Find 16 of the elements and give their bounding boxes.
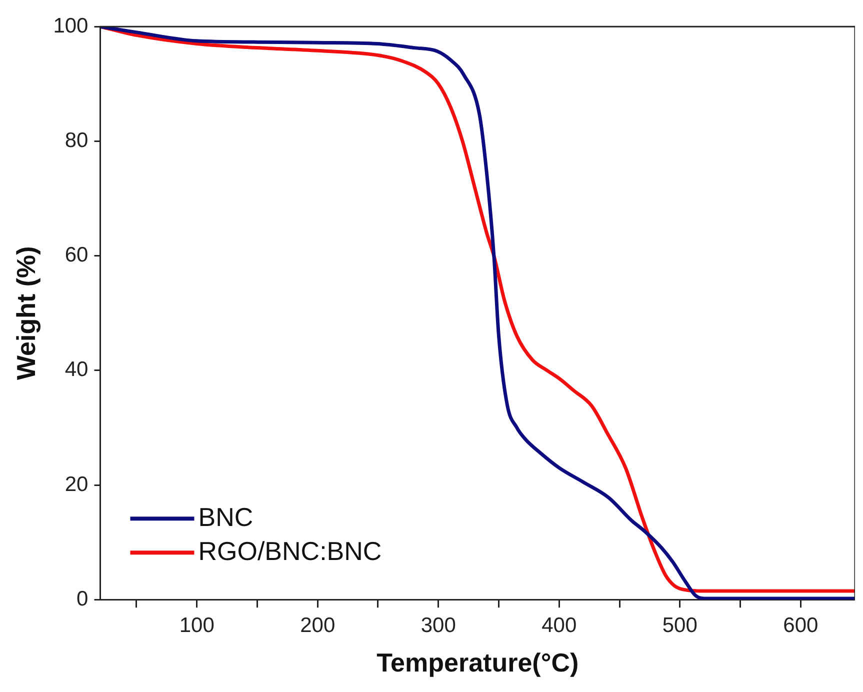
- y-tick-label: 80: [64, 128, 88, 152]
- y-axis-title: Weight (%): [10, 246, 41, 380]
- legend-label: BNC: [198, 502, 254, 532]
- y-tick-label: 0: [76, 587, 88, 610]
- x-tick-label: 500: [662, 614, 698, 637]
- x-tick-label: 300: [420, 614, 456, 637]
- y-tick-label: 100: [53, 14, 88, 38]
- x-tick-label: 400: [542, 614, 577, 637]
- x-tick-label: 100: [179, 614, 214, 637]
- x-axis-title: Temperature(°C): [376, 648, 579, 678]
- y-tick-label: 40: [64, 358, 88, 382]
- y-tick-label: 20: [64, 472, 88, 496]
- y-tick-label: 60: [64, 244, 88, 267]
- x-tick-label: 200: [300, 614, 336, 637]
- legend-label: RGO/BNC:BNC: [198, 536, 382, 566]
- x-tick-label: 600: [783, 614, 818, 637]
